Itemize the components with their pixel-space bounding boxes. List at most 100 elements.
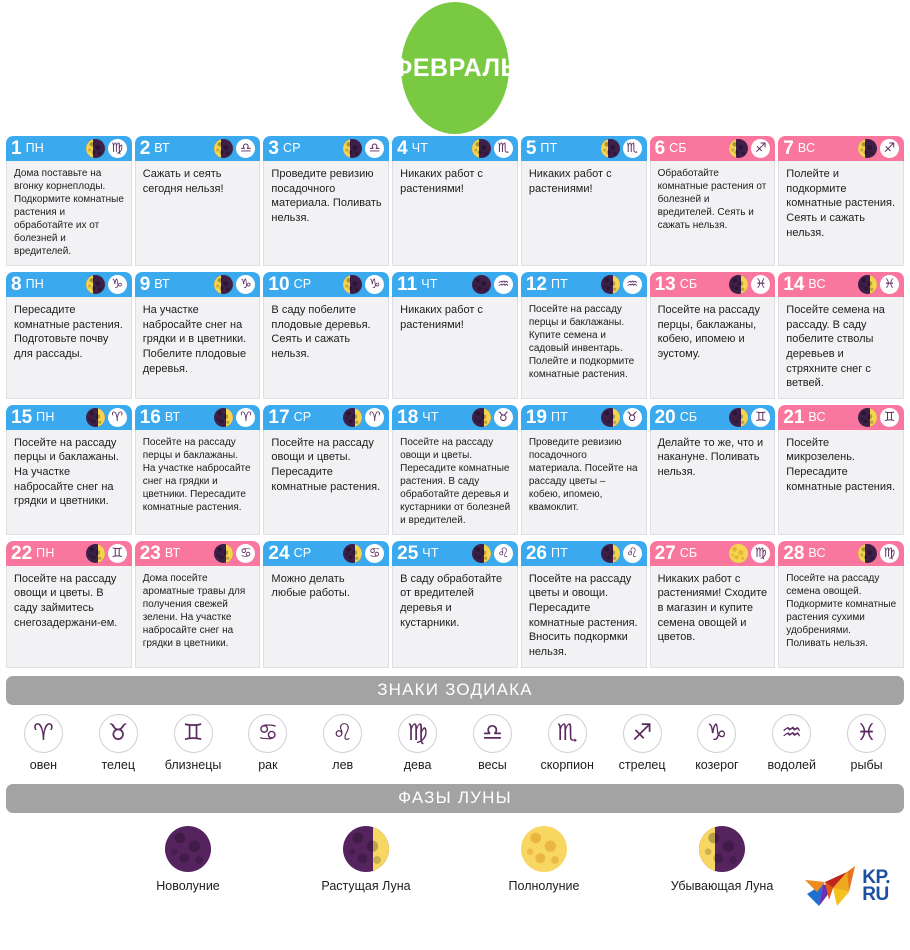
- moon-phase-waning-icon: [85, 275, 105, 294]
- day-weekday: ПН: [25, 277, 44, 292]
- day-header: 15 ПН ♈: [6, 404, 132, 430]
- zodiac-sign-icon: ♈: [365, 407, 385, 427]
- calendar-day-cell[interactable]: 19 ПТ ♉ Проведите ревизию посадочного матер…: [520, 404, 647, 535]
- day-weekday: ЧТ: [422, 546, 439, 560]
- calendar-grid: 1 ПН ♍ Дома поставьте на вгонку корнеплоды.…: [0, 136, 910, 668]
- calendar-day-cell[interactable]: 12 ПТ ♒ Посейте на рассаду перцы и баклажан…: [520, 272, 647, 399]
- day-number: 13: [654, 274, 676, 295]
- zodiac-sign-icon: ♎: [236, 139, 256, 158]
- day-number: 10: [268, 274, 290, 295]
- calendar-day-cell[interactable]: 6 СБ ♐ Обработайте комнатные растения от бо…: [649, 136, 776, 266]
- day-advice-text: Сажать и сеять сегодня нельзя!: [134, 161, 261, 266]
- zodiac-legend-label: весы: [478, 757, 507, 772]
- calendar-day-cell[interactable]: 26 ПТ ♌ Посейте на рассаду цветы и овощи. П…: [520, 540, 647, 668]
- calendar-day-cell[interactable]: 17 СР ♈ Посейте на рассаду овощи и цветы. П…: [263, 404, 390, 535]
- moon-phase-new-icon: [165, 825, 211, 872]
- day-advice-text: Обработайте комнатные растения от болезн…: [649, 161, 776, 266]
- day-number: 3: [268, 138, 279, 159]
- calendar-day-cell[interactable]: 5 ПТ ♏ Никаких работ с растениями!: [520, 136, 647, 266]
- moon-phase-waning-icon: [858, 543, 877, 563]
- zodiac-sign-icon: ♑: [365, 275, 385, 294]
- day-weekday: ВС: [808, 546, 826, 560]
- zodiac-sign-icon: ♉: [493, 407, 513, 427]
- day-header: 13 СБ ♓: [649, 272, 776, 297]
- day-number: 15: [11, 406, 33, 428]
- day-advice-text: Посейте микрозелень. Пересадите комнатны…: [778, 429, 904, 535]
- kp-ru-wordmark: KP. RU: [862, 867, 890, 905]
- day-header: 25 ЧТ ♌: [392, 540, 518, 566]
- month-header: ФЕВРАЛЬ: [0, 0, 910, 136]
- zodiac-sign-icon: ♓: [880, 275, 899, 294]
- calendar-day-cell[interactable]: 7 ВС ♐ Полейте и подкормите комнатные расте…: [778, 136, 904, 266]
- day-advice-text: Никаких работ с растениями!: [392, 161, 518, 266]
- zodiac-sign-icon: ♍: [880, 543, 899, 563]
- day-number: 11: [397, 274, 418, 295]
- day-advice-text: Посейте на рассаду овощи и цветы. Переса…: [263, 429, 390, 535]
- zodiac-sign-icon: ♌: [622, 543, 642, 563]
- calendar-day-cell[interactable]: 8 ПН ♑ Пересадите комнатные растения. Подго…: [6, 272, 132, 399]
- calendar-day-cell[interactable]: 16 ВТ ♈ Посейте на рассаду перцы и баклажан…: [134, 404, 261, 535]
- calendar-day-cell[interactable]: 20 СБ ♊ Делайте то же, что и накануне. Поли…: [649, 404, 776, 535]
- calendar-day-cell[interactable]: 27 СБ ♍ Никаких работ с растениями! Сходите…: [649, 540, 776, 668]
- day-header: 17 СР ♈: [263, 404, 390, 430]
- day-advice-text: Дома поставьте на вгонку корнеплоды. Под…: [6, 161, 132, 266]
- calendar-day-cell[interactable]: 23 ВТ ♋ Дома посейте ароматные травы для по…: [134, 540, 261, 668]
- calendar-day-cell[interactable]: 3 СР ♎ Проведите ревизию посадочного матери…: [263, 136, 390, 266]
- month-label: ФЕВРАЛЬ: [391, 53, 519, 82]
- moon-phase-waxing-icon: [858, 275, 877, 294]
- moon-phase-waxing-icon: [343, 543, 363, 563]
- day-weekday: ПТ: [550, 277, 569, 292]
- moon-phase-waxing-icon: [214, 407, 234, 427]
- zodiac-sign-icon: ♐: [751, 139, 771, 158]
- calendar-day-cell[interactable]: 28 ВС ♍ Посейте на рассаду семена овощей. П…: [778, 540, 904, 668]
- calendar-day-cell[interactable]: 22 ПН ♊ Посейте на рассаду овощи и цветы. В…: [6, 540, 132, 668]
- day-header: 22 ПН ♊: [6, 540, 132, 566]
- calendar-day-cell[interactable]: 18 ЧТ ♉ Посейте на рассаду овощи и цветы. П…: [392, 404, 518, 535]
- zodiac-legend-item: ♓ рыбы: [829, 713, 904, 772]
- day-number: 21: [783, 406, 805, 428]
- day-weekday: ВС: [808, 277, 826, 292]
- zodiac-legend-item: ♑ козерог: [680, 713, 755, 772]
- day-number: 25: [397, 542, 419, 564]
- calendar-day-cell[interactable]: 14 ВС ♓ Посейте семена на рассаду. В саду п…: [778, 272, 904, 399]
- day-number: 8: [11, 274, 22, 295]
- day-number: 9: [139, 274, 151, 295]
- calendar-day-cell[interactable]: 2 ВТ ♎ Сажать и сеять сегодня нельзя!: [134, 136, 261, 266]
- moon-phase-legend-item: Полнолуние: [484, 825, 604, 893]
- calendar-day-cell[interactable]: 4 ЧТ ♏ Никаких работ с растениями!: [392, 136, 518, 266]
- zodiac-sign-icon: ♏: [493, 139, 513, 158]
- zodiac-овен-icon: ♈: [23, 713, 63, 753]
- logo-line-2: RU: [862, 884, 889, 905]
- calendar-day-cell[interactable]: 9 ВТ ♑ На участке набросайте снег на грядки…: [134, 272, 261, 399]
- day-advice-text: Дома посейте ароматные травы для получен…: [134, 565, 261, 668]
- day-number: 26: [525, 542, 547, 564]
- zodiac-скорпион-icon: ♏: [547, 713, 587, 753]
- zodiac-sign-icon: ♍: [107, 139, 127, 158]
- calendar-day-cell[interactable]: 11 ЧТ ♒ Никаких работ с растениями!: [392, 272, 518, 399]
- moon-phase-waxing-icon: [471, 407, 491, 427]
- zodiac-sign-icon: ♌: [493, 543, 513, 563]
- calendar-day-cell[interactable]: 15 ПН ♈ Посейте на рассаду перцы и баклажан…: [6, 404, 132, 535]
- moon-phase-waxing-icon: [858, 407, 877, 427]
- zodiac-legend-label: козерог: [695, 757, 739, 772]
- day-number: 6: [654, 138, 666, 159]
- calendar-day-cell[interactable]: 13 СБ ♓ Посейте на рассаду перцы, баклажаны…: [649, 272, 776, 399]
- kp-ru-logo[interactable]: KP. RU: [803, 862, 890, 910]
- calendar-day-cell[interactable]: 21 ВС ♊ Посейте микрозелень. Пересадите ком…: [778, 404, 904, 535]
- zodiac-водолей-icon: ♒: [772, 713, 812, 753]
- zodiac-близнецы-icon: ♊: [173, 713, 213, 753]
- calendar-week-row: 22 ПН ♊ Посейте на рассаду овощи и цветы. В…: [6, 540, 904, 668]
- day-advice-text: Посейте на рассаду перцы и баклажаны. На…: [134, 429, 261, 535]
- zodiac-телец-icon: ♉: [98, 713, 138, 753]
- day-header: 3 СР ♎: [263, 136, 390, 161]
- day-header: 19 ПТ ♉: [520, 404, 647, 430]
- calendar-day-cell[interactable]: 24 СР ♋ Можно делать любые работы.: [263, 540, 390, 668]
- calendar-day-cell[interactable]: 10 СР ♑ В саду побелите плодовые деревья. С…: [263, 272, 390, 399]
- moon-phase-waxing-icon: [729, 275, 749, 294]
- day-number: 2: [139, 138, 151, 159]
- day-weekday: ПН: [25, 141, 44, 156]
- calendar-day-cell[interactable]: 25 ЧТ ♌ В саду обработайте от вредителей де…: [392, 540, 518, 668]
- calendar-week-row: 15 ПН ♈ Посейте на рассаду перцы и баклажан…: [6, 404, 904, 535]
- day-weekday: ЧТ: [411, 141, 429, 156]
- calendar-day-cell[interactable]: 1 ПН ♍ Дома поставьте на вгонку корнеплоды.…: [6, 136, 132, 266]
